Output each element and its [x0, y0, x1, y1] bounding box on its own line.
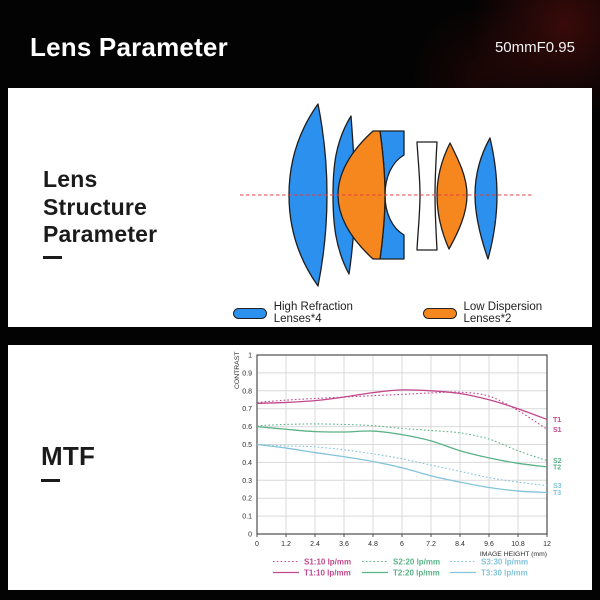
series-S2-line [256, 423, 548, 462]
lens-spec-label: 50mmF0.95 [494, 38, 575, 56]
legend-label: Low Dispersion Lenses*2 [463, 301, 543, 325]
chart-text: T2:20 lp/mm [393, 568, 440, 577]
mtf-chart-svg: 0 1.2 2.4 3.6 4.8 6 7.2 8.4 9.6 10.8 1200.10.20.30… [234, 352, 562, 578]
chart-text: 0.7 [242, 406, 252, 413]
chart-text: 10.8 [511, 541, 525, 548]
series-T2-line [256, 425, 548, 468]
chart-text: 0.8 [242, 388, 252, 395]
page-header: Lens Parameter 50mmF0.95 [0, 0, 600, 88]
series-T1-line [256, 389, 548, 421]
chart-text: S3:30 lp/mm [481, 557, 528, 566]
lens-element-6-icon [474, 137, 498, 260]
heading-line-1: Lens [43, 166, 98, 192]
chart-text: 0.9 [242, 370, 252, 377]
lens-element-5-icon [436, 142, 468, 250]
lens-diagram [240, 103, 534, 287]
chart-text: 0.3 [242, 478, 252, 485]
chart-text: S3 [553, 483, 562, 490]
chart-text: 12 [543, 541, 551, 548]
heading-line-3: Parameter [43, 221, 158, 248]
chart-text: S1:10 lp/mm [304, 557, 351, 566]
chart-text: 1.2 [281, 541, 291, 548]
chart-text: T1:10 lp/mm [304, 568, 351, 577]
chart-text: S2:20 lp/mm [393, 557, 440, 566]
chart-text: 0.4 [242, 460, 252, 467]
chart-text: 2.4 [310, 541, 320, 548]
chart-text: 0.5 [242, 442, 252, 449]
chart-text: 0.6 [242, 424, 252, 431]
mtf-title: MTF [41, 441, 96, 471]
legend-label: High Refraction Lenses*4 [273, 301, 353, 325]
chart-text: T3:30 lp/mm [481, 568, 528, 577]
chart-text: 6 [400, 541, 404, 548]
series-S3-line [256, 443, 548, 487]
chart-text: S1 [553, 427, 562, 434]
chart-text: CONTRAST [234, 352, 241, 389]
legend-item-high-refraction: High Refraction Lenses*4 [233, 301, 403, 325]
chart-text: T3 [553, 490, 561, 497]
heading-dash [41, 479, 60, 483]
blue-lens-swatch-icon [233, 307, 267, 319]
lens-structure-panel: Lens Structure Parameter High Refraction… [8, 88, 592, 327]
chart-text: 9.6 [484, 541, 494, 548]
mtf-heading: MTF [41, 441, 96, 483]
chart-text: 0 [255, 541, 259, 548]
series-S1-line [256, 391, 548, 430]
chart-text: 1 [248, 353, 252, 360]
lens-legend: High Refraction Lenses*4 Low Dispersion … [233, 301, 592, 325]
chart-text: 8.4 [455, 541, 465, 548]
chart-text: T1 [553, 417, 561, 424]
chart-text: 3.6 [339, 541, 349, 548]
mtf-panel: MTF 0 1.2 2.4 3.6 4.8 6 7.2 8.4 9.6 10.8 12 0 0.1 0.2… [8, 345, 592, 590]
legend-item-low-dispersion: Low Dispersion Lenses*2 [422, 301, 592, 325]
series-T3-line [256, 443, 548, 494]
chart-text: 7.2 [426, 541, 436, 548]
lens-element-4-icon [416, 141, 438, 251]
heading-dash [43, 255, 62, 259]
chart-text: 4.8 [368, 541, 378, 548]
chart-text: 0.1 [242, 514, 252, 521]
chart-text: IMAGE HEIGHT (mm) [480, 551, 547, 558]
chart-text: S2 [553, 458, 562, 465]
heading-line-2: Structure [43, 193, 148, 220]
page-title: Lens Parameter [30, 31, 228, 62]
chart-text: 0 [248, 532, 252, 539]
lens-structure-heading: Lens Structure Parameter [43, 166, 157, 259]
chart-text: 0.2 [242, 496, 252, 503]
orange-lens-swatch-icon [422, 307, 457, 319]
chart-text: T2 [553, 464, 561, 471]
